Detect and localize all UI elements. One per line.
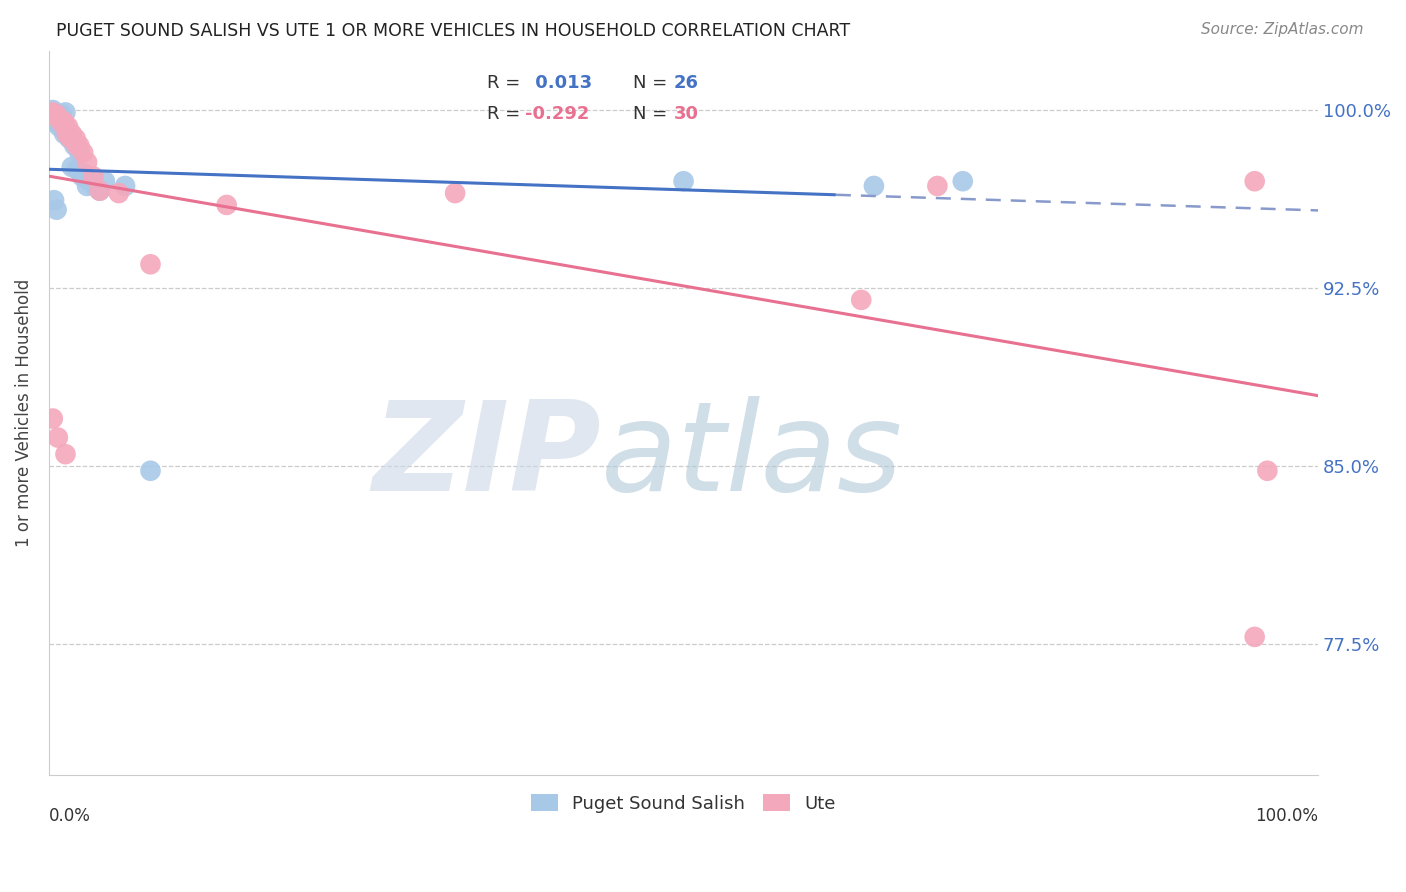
Point — [55, 447, 77, 461]
Point — [55, 105, 77, 120]
Point — [56, 120, 79, 134]
Text: PUGET SOUND SALISH VS UTE 1 OR MORE VEHICLES IN HOUSEHOLD CORRELATION CHART: PUGET SOUND SALISH VS UTE 1 OR MORE VEHI… — [56, 22, 851, 40]
Point — [72, 145, 94, 160]
Point — [59, 131, 82, 145]
Point — [94, 174, 117, 188]
Point — [1256, 464, 1278, 478]
Point — [51, 108, 73, 122]
Point — [53, 115, 76, 129]
Point — [1243, 630, 1265, 644]
Point — [42, 105, 65, 120]
Point — [70, 169, 93, 184]
Point — [65, 131, 87, 145]
Text: 0.013: 0.013 — [529, 73, 592, 92]
Text: 30: 30 — [673, 105, 699, 123]
Point — [82, 169, 104, 184]
Point — [48, 112, 70, 127]
Point — [79, 174, 101, 188]
Point — [66, 162, 89, 177]
Text: 0.0%: 0.0% — [49, 807, 91, 825]
Text: N =: N = — [633, 105, 666, 123]
Point — [44, 108, 66, 122]
Text: R =: R = — [486, 73, 520, 92]
Point — [58, 131, 80, 145]
Point — [46, 431, 69, 445]
Text: R =: R = — [486, 105, 520, 123]
Point — [863, 178, 886, 193]
Point — [139, 257, 162, 271]
Point — [1243, 174, 1265, 188]
Point — [66, 138, 89, 153]
Point — [76, 155, 98, 169]
Y-axis label: 1 or more Vehicles in Household: 1 or more Vehicles in Household — [15, 278, 32, 547]
Text: atlas: atlas — [600, 395, 903, 516]
Point — [672, 174, 695, 188]
Point — [76, 178, 98, 193]
Point — [73, 167, 96, 181]
Text: 100.0%: 100.0% — [1256, 807, 1319, 825]
Text: ZIP: ZIP — [373, 395, 600, 516]
Text: N =: N = — [633, 73, 666, 92]
Point — [42, 411, 65, 425]
Point — [83, 178, 105, 193]
Point — [139, 464, 162, 478]
Point — [60, 160, 83, 174]
Point — [55, 127, 77, 141]
Legend: Puget Sound Salish, Ute: Puget Sound Salish, Ute — [523, 787, 844, 820]
Text: Source: ZipAtlas.com: Source: ZipAtlas.com — [1201, 22, 1364, 37]
Point — [60, 127, 83, 141]
Text: 26: 26 — [673, 73, 699, 92]
Point — [851, 293, 873, 307]
Point — [444, 186, 467, 200]
Point — [215, 198, 238, 212]
Point — [42, 103, 65, 117]
Point — [89, 184, 111, 198]
Point — [927, 178, 949, 193]
Point — [107, 186, 129, 200]
Point — [46, 110, 69, 124]
Point — [89, 184, 111, 198]
Point — [952, 174, 974, 188]
Point — [48, 120, 70, 134]
Point — [114, 178, 136, 193]
Point — [67, 145, 90, 160]
Point — [67, 138, 90, 153]
Text: -0.292: -0.292 — [524, 105, 589, 123]
Point — [63, 138, 86, 153]
Point — [45, 202, 67, 217]
Point — [45, 108, 67, 122]
Point — [44, 115, 66, 129]
Point — [53, 127, 76, 141]
Point — [49, 112, 72, 127]
Point — [42, 193, 65, 207]
Point — [52, 117, 75, 131]
